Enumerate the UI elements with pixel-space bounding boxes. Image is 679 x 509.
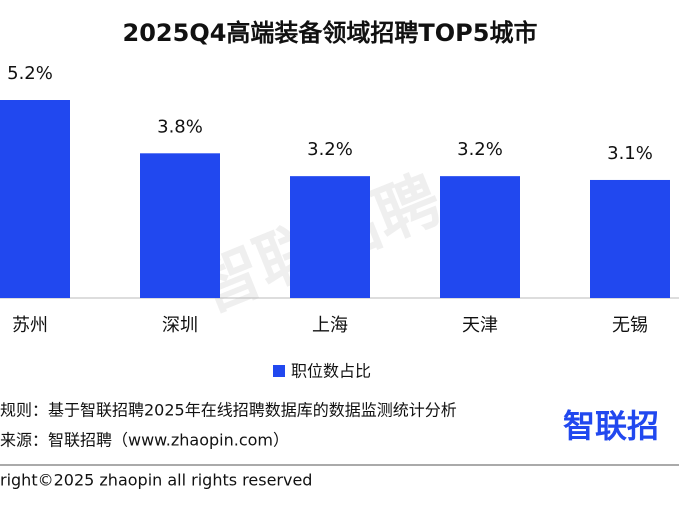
value-label: 3.1% — [607, 143, 653, 164]
note: 规则：基于智联招聘2025年在线招聘数据库的数据监测统计分析 — [0, 401, 457, 420]
bar — [290, 176, 370, 298]
bar — [0, 100, 70, 298]
value-label: 3.2% — [307, 139, 353, 160]
logo: 智联招 — [563, 407, 659, 445]
value-label: 3.2% — [457, 139, 503, 160]
value-label: 5.2% — [7, 63, 53, 84]
x-tick-label: 深圳 — [162, 315, 198, 336]
bar — [140, 153, 220, 298]
x-tick-label: 无锡 — [612, 315, 648, 336]
legend-label: 职位数占比 — [291, 362, 371, 381]
chart-title: 2025Q4高端装备领域招聘TOP5城市 — [123, 19, 538, 47]
x-tick-label: 上海 — [312, 315, 348, 336]
note: 来源：智联招聘（www.zhaopin.com） — [0, 431, 289, 450]
bar — [590, 179, 670, 298]
legend-swatch — [273, 365, 285, 377]
copyright: right©2025 zhaopin all rights reserved — [0, 471, 312, 490]
x-tick-label: 天津 — [462, 315, 498, 336]
bar — [440, 176, 520, 298]
x-tick-label: 苏州 — [12, 315, 48, 336]
value-label: 3.8% — [157, 116, 203, 137]
